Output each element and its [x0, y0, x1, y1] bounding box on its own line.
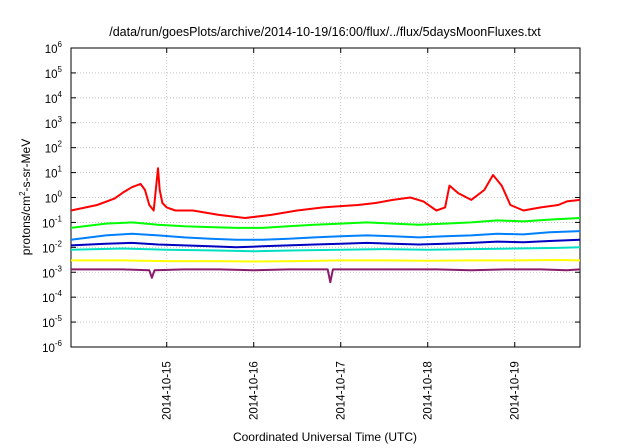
x-tick-labels: 2014-10-15 2014-10-16 2014-10-17 2014-10-18…: [162, 361, 522, 420]
y-tick-base: 10: [42, 268, 55, 280]
y-tick-exponent: -6: [55, 339, 63, 348]
y-tick-exponent: -3: [55, 264, 63, 273]
y-tick-exponent: -4: [55, 289, 63, 298]
y-axis-label-sup: 2: [18, 191, 27, 196]
series-line-1: [70, 167, 581, 219]
y-tick-label: 106: [45, 40, 63, 56]
x-axis-label: Coordinated Universal Time (UTC): [233, 430, 417, 444]
x-tick-label: 2014-10-19: [510, 361, 522, 420]
y-tick-base: 10: [45, 194, 58, 206]
y-tick-label: 10-5: [42, 314, 62, 330]
y-tick-base: 10: [42, 218, 55, 230]
y-tick-label: 101: [45, 165, 63, 181]
y-tick-base: 10: [45, 44, 58, 56]
series-line-6: [71, 259, 581, 263]
y-tick-exponent: 6: [58, 40, 63, 49]
x-tick-label: 2014-10-16: [249, 361, 261, 420]
y-tick-label: 10-2: [42, 239, 62, 255]
y-tick-base: 10: [42, 343, 55, 355]
y-tick-exponent: 4: [58, 90, 63, 99]
x-tick-label: 2014-10-15: [162, 361, 174, 420]
y-tick-label: 103: [45, 115, 63, 131]
y-tick-exponent: -2: [55, 239, 63, 248]
y-tick-label: 10-4: [42, 289, 62, 305]
y-tick-exponent: -5: [55, 314, 63, 323]
series-group: [70, 167, 581, 284]
y-tick-base: 10: [45, 144, 58, 156]
y-axis-label-tail: -s-sr-MeV: [19, 139, 33, 192]
y-tick-base: 10: [42, 243, 55, 255]
y-tick-base: 10: [42, 318, 55, 330]
y-tick-label: 100: [45, 190, 63, 206]
y-tick-base: 10: [45, 119, 58, 131]
series-line-4: [70, 238, 581, 249]
series-line-2: [70, 217, 581, 229]
y-tick-base: 10: [45, 169, 58, 181]
y-tick-label: 10-1: [42, 214, 62, 230]
y-tick-label: 105: [45, 65, 63, 81]
axis-ticks: [71, 47, 580, 348]
y-tick-label: 102: [45, 140, 63, 156]
x-tick-label: 2014-10-17: [336, 361, 348, 420]
y-tick-base: 10: [45, 69, 58, 81]
y-tick-base: 10: [42, 293, 55, 305]
y-tick-exponent: 1: [58, 165, 63, 174]
series-line-3: [70, 230, 581, 241]
y-axis-label-base: protons/cm: [19, 196, 33, 255]
y-tick-exponent: 3: [58, 115, 63, 124]
series-line-5: [70, 246, 581, 253]
y-tick-exponent: 0: [58, 190, 63, 199]
series-line-7: [71, 268, 581, 284]
x-tick-label: 2014-10-18: [423, 361, 435, 420]
y-tick-label: 104: [45, 90, 63, 106]
y-tick-exponent: 2: [58, 140, 63, 149]
y-tick-base: 10: [45, 94, 58, 106]
y-tick-labels: 10-610-510-410-310-210-11001011021031041…: [42, 40, 62, 355]
y-axis-label: protons/cm2-s-sr-MeV: [18, 139, 33, 255]
chart-title: /data/run/goesPlots/archive/2014-10-19/1…: [109, 25, 541, 39]
y-tick-exponent: 5: [58, 65, 63, 74]
y-tick-exponent: -1: [55, 214, 63, 223]
y-tick-label: 10-6: [42, 339, 62, 355]
y-tick-label: 10-3: [42, 264, 62, 280]
